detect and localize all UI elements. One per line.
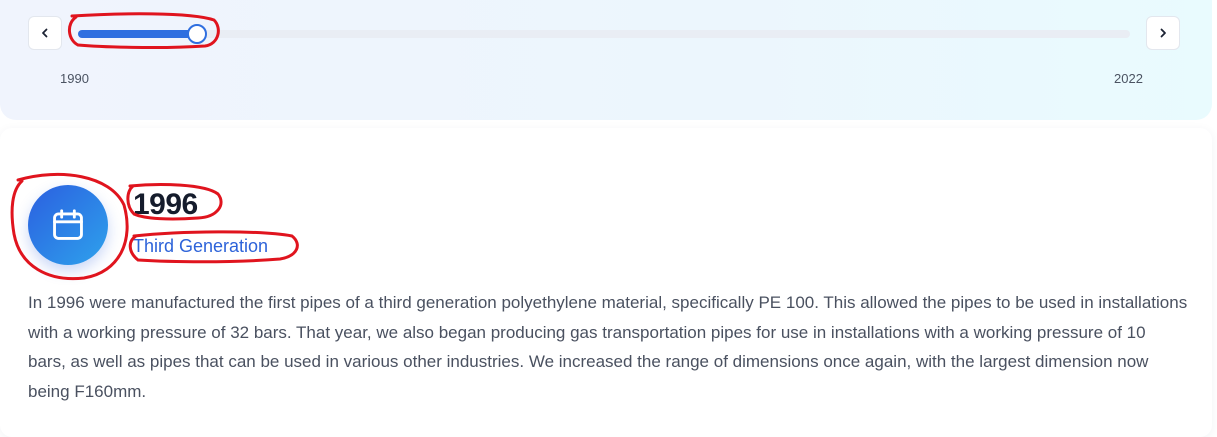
timeline-slider-thumb[interactable] [187, 24, 207, 44]
entry-generation: Third Generation [133, 236, 269, 256]
entry-year: 1996 [133, 188, 198, 221]
calendar-icon [53, 209, 83, 240]
prev-button[interactable] [28, 16, 62, 50]
next-button[interactable] [1146, 16, 1180, 50]
chevron-right-icon [1160, 28, 1166, 38]
timeline-entry-card: 1996 Third Generation In 1996 were manuf… [0, 128, 1212, 437]
entry-icon-badge [28, 185, 108, 265]
timeline-end-year: 2022 [1114, 71, 1143, 86]
timeline-slider-track[interactable] [78, 24, 1130, 44]
timeline-start-year: 1990 [60, 71, 89, 86]
entry-description: In 1996 were manufactured the first pipe… [28, 293, 1188, 401]
timeline-slider-fill [78, 30, 197, 38]
timeline-panel: 1990 2022 [0, 0, 1212, 120]
chevron-left-icon [42, 28, 48, 38]
